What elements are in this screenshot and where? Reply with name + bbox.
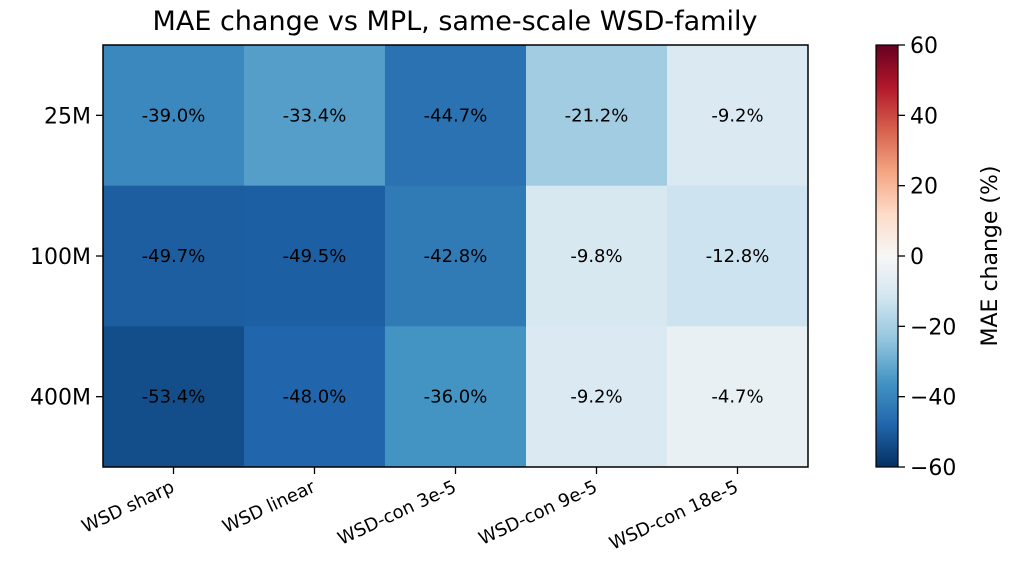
x-tick-label: WSD sharp (79, 477, 178, 538)
heatmap-cell-label: -42.8% (424, 246, 488, 267)
heatmap-cell-label: -21.2% (565, 105, 629, 126)
heatmap-cell-label: -49.5% (283, 246, 347, 267)
heatmap-cell-label: -49.7% (142, 246, 206, 267)
heatmap-cell (526, 185, 668, 327)
colorbar-ticks: 60 40 20 0 −20 −40 −60 (898, 34, 956, 481)
y-axis: 25M 100M 400M (30, 104, 103, 411)
heatmap-cell (526, 326, 668, 468)
heatmap-cell-label: -4.7% (711, 387, 763, 408)
heatmap-cell-label: -39.0% (142, 105, 206, 126)
x-tick-label: WSD linear (219, 476, 319, 537)
heatmap-cell-label: -36.0% (424, 387, 488, 408)
colorbar (875, 44, 899, 468)
heatmap-cell (385, 185, 527, 327)
colorbar-tick-label: −40 (910, 386, 956, 411)
heatmap-cell (244, 185, 386, 327)
heatmap-cells (103, 45, 809, 468)
colorbar-tick-label: −20 (910, 315, 956, 340)
heatmap-cell (103, 185, 245, 327)
colorbar-label: MAE change (%) (978, 166, 1003, 347)
heatmap-cell (244, 326, 386, 468)
y-tick-label: 100M (30, 245, 91, 270)
heatmap-cell (103, 45, 245, 187)
heatmap-cell-label: -33.4% (283, 105, 347, 126)
heatmap-cell-label: -9.8% (570, 246, 622, 267)
colorbar-tick-label: 40 (910, 104, 938, 129)
heatmap-cell-label: -44.7% (424, 105, 488, 126)
colorbar-tick-label: 60 (910, 34, 938, 59)
heatmap-cell (667, 185, 809, 327)
y-tick-label: 25M (44, 104, 91, 129)
heatmap-cell (667, 326, 809, 468)
chart-title: MAE change vs MPL, same-scale WSD-family (153, 6, 758, 37)
x-tick-label: WSD-con 3e-5 (335, 477, 460, 550)
colorbar-tick-label: 20 (910, 175, 938, 200)
heatmap-cell (667, 45, 809, 187)
heatmap-cell-labels: -39.0% -33.4% -44.7% -21.2% -9.2% -49.7% -49.5… (142, 105, 770, 407)
y-tick-label: 400M (30, 386, 91, 411)
heatmap-cell-label: -9.2% (570, 387, 622, 408)
x-axis: WSD sharp WSD linear WSD-con 3e-5 WSD-con 9… (79, 467, 742, 555)
colorbar-tick-label: 0 (910, 245, 924, 270)
heatmap-cell-label: -9.2% (711, 105, 763, 126)
x-tick-label: WSD-con 18e-5 (606, 477, 741, 555)
heatmap-cell (103, 326, 245, 468)
x-tick-label: WSD-con 9e-5 (476, 477, 601, 550)
heatmap-cell-label: -48.0% (283, 387, 347, 408)
heatmap-cell (385, 45, 527, 187)
heatmap-cell (526, 45, 668, 187)
heatmap-cell-label: -12.8% (706, 246, 770, 267)
colorbar-tick-label: −60 (910, 456, 956, 481)
heatmap-cell (385, 326, 527, 468)
heatmap-cell-label: -53.4% (142, 387, 206, 408)
heatmap-cell (244, 45, 386, 187)
